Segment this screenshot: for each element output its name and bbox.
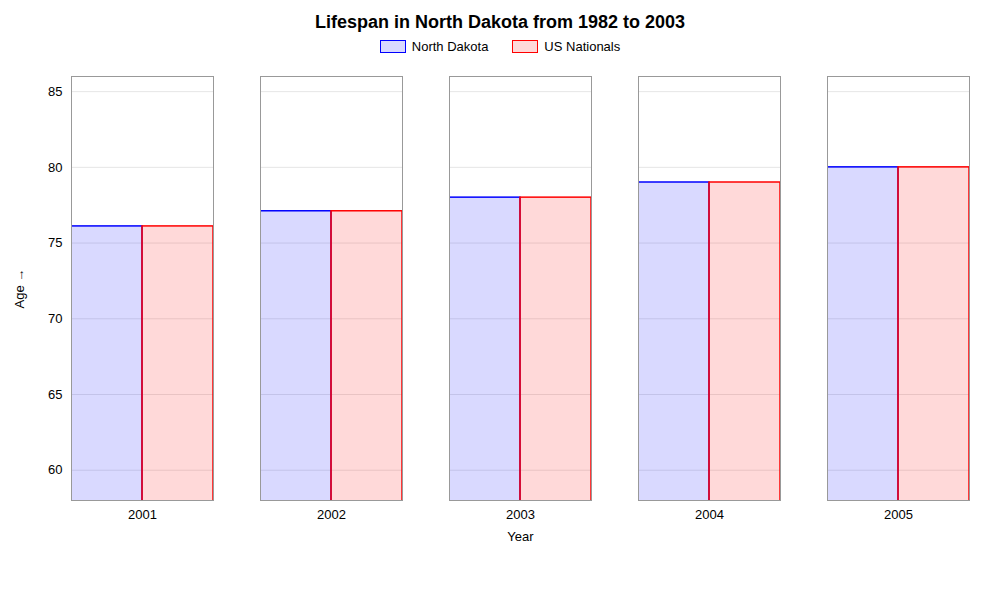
svg-text:2001: 2001 <box>128 507 157 522</box>
svg-text:60: 60 <box>48 462 62 477</box>
svg-text:2004: 2004 <box>695 507 724 522</box>
svg-text:2002: 2002 <box>317 507 346 522</box>
svg-text:85: 85 <box>48 84 62 99</box>
svg-text:Year: Year <box>507 529 534 544</box>
svg-text:Age →: Age → <box>12 269 27 309</box>
svg-text:70: 70 <box>48 311 62 326</box>
svg-text:2005: 2005 <box>884 507 913 522</box>
html-text:Lifespan in North Dakota from: Lifespan in North Dakota from 1982 to 20… <box>314 12 685 32</box>
svg-text:80: 80 <box>48 160 62 175</box>
html-text:North Dakota: North Dakota <box>411 39 489 54</box>
svg-text:65: 65 <box>48 387 62 402</box>
svg-text:2003: 2003 <box>506 507 535 522</box>
svg-text:75: 75 <box>48 235 62 250</box>
html-text:US Nationals: US Nationals <box>544 39 621 54</box>
